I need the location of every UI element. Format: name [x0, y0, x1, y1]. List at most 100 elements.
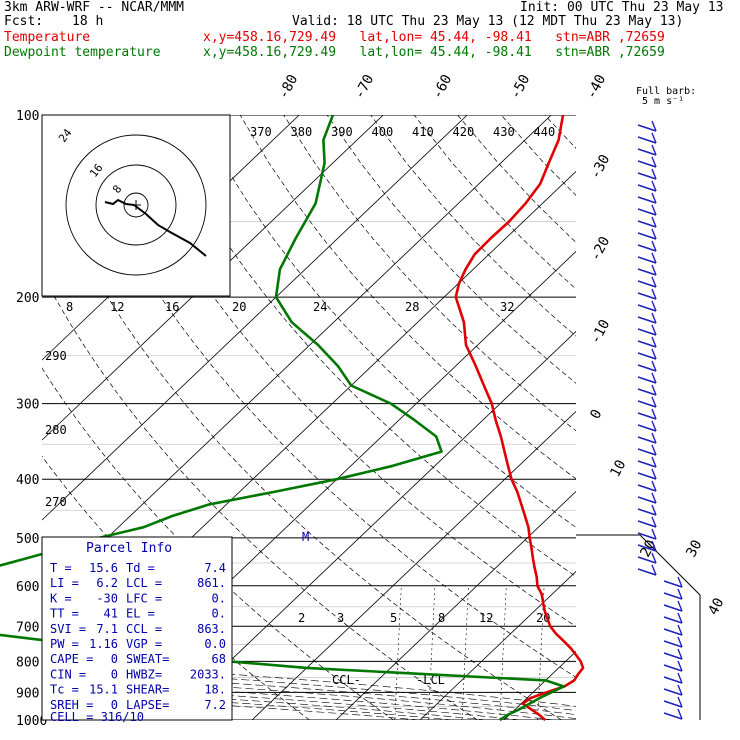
wind-barb-shaft	[637, 532, 657, 540]
mixing-ratio-label: 3	[337, 611, 344, 625]
wind-barb-shaft	[637, 256, 657, 264]
isotherm	[42, 115, 552, 601]
parcel-field-label: HWBZ=	[126, 667, 162, 681]
parcel-field-label: CIN =	[50, 667, 86, 681]
dry-adiabat	[109, 115, 576, 627]
wind-barb-flag	[651, 564, 657, 576]
wind-barb-flag	[651, 288, 657, 300]
hodograph-speed-label: 20	[232, 300, 246, 314]
wind-barb-shaft	[637, 568, 657, 576]
parcel-field-value: 0.	[212, 591, 226, 605]
wind-barb-flag	[651, 444, 657, 456]
wind-barb-shaft	[637, 388, 657, 396]
wind-barb-shaft	[637, 244, 657, 252]
parcel-field-label: Td =	[126, 561, 155, 575]
parcel-field-value: 15.1	[89, 683, 118, 697]
parcel-cell: CELL = 316/10	[50, 710, 144, 724]
pressure-label: 400	[16, 473, 39, 488]
hodograph-speed-label: 28	[405, 300, 419, 314]
wind-barb-shaft	[663, 580, 683, 588]
wind-barb-shaft	[637, 556, 657, 564]
parcel-field-label: LAPSE=	[126, 698, 169, 712]
parcel-field-value: 0.0	[204, 637, 226, 651]
pressure-label: 1000	[16, 714, 47, 729]
wind-barb-shaft	[637, 136, 657, 144]
temperature-tick-label: -70	[351, 72, 377, 102]
dry-adiabat	[500, 115, 576, 196]
dry-adiabat	[544, 115, 576, 149]
wind-barb-flag	[651, 240, 657, 252]
wind-barb-shaft	[637, 412, 657, 420]
wind-barb-shaft	[637, 160, 657, 168]
parcel-field-label: CAPE =	[50, 652, 93, 666]
parcel-field-value: 6.2	[96, 576, 118, 590]
wind-barb-flag	[651, 264, 657, 276]
sounding-curves	[0, 115, 585, 722]
wind-barb-flag	[677, 588, 683, 600]
parcel-field-label: T =	[50, 561, 72, 575]
pressure-label: 500	[16, 532, 39, 547]
wind-barb-shaft	[637, 364, 657, 372]
dry-adiabat	[632, 115, 740, 720]
pressure-label: 700	[16, 620, 39, 635]
mixing-ratio-line	[394, 585, 402, 720]
wind-barb-flag	[651, 432, 657, 444]
parcel-field-value: 7.2	[204, 698, 226, 712]
theta-label: 400	[372, 125, 394, 139]
wind-barb-flag	[651, 492, 657, 504]
hodograph-center-mark	[131, 200, 141, 210]
hodograph-speed-label: 32	[500, 300, 514, 314]
wind-barb-flag	[651, 396, 657, 408]
parcel-field-value: 0	[111, 667, 118, 681]
wind-barb-flag	[677, 576, 683, 588]
wind-barb-flag	[677, 636, 683, 648]
wind-barb-shaft	[637, 208, 657, 216]
wind-barb-flag	[651, 408, 657, 420]
temperature-tick-label: -60	[429, 72, 455, 102]
mixing-ratio-label: 2	[298, 611, 305, 625]
pressure-label: 200	[16, 291, 39, 306]
wind-barb-shaft	[663, 664, 683, 672]
wind-barb-flag	[651, 228, 657, 240]
level-500-marker: M	[302, 530, 309, 544]
pressure-label: 600	[16, 580, 39, 595]
parcel-field-label: EL =	[126, 607, 155, 621]
hodograph-ring	[123, 192, 149, 218]
isotherm	[42, 115, 384, 441]
parcel-field-value: -30	[96, 591, 118, 605]
wind-barb-flag	[651, 336, 657, 348]
barb-key-unit: 5 m s⁻¹	[642, 96, 684, 107]
isotherm	[251, 410, 576, 720]
wind-barb-flag	[651, 180, 657, 192]
diagram-grid	[42, 115, 740, 720]
wind-barb-shaft	[663, 604, 683, 612]
wind-barb-flag	[651, 156, 657, 168]
parcel-field-value: 1.16	[89, 637, 118, 651]
wind-barb-shaft	[637, 196, 657, 204]
parcel-field-value: 15.6	[89, 561, 118, 575]
dry-adiabat-label: 270	[45, 495, 67, 509]
temperature-curve	[454, 115, 585, 721]
wind-barbs	[576, 120, 701, 720]
temperature-tick-label: 0	[587, 407, 605, 422]
dewpoint-station-info: x,y=458.16,729.49 lat,lon= 45.44, -98.41…	[203, 45, 665, 60]
dry-adiabat	[42, 273, 478, 720]
pressure-label: 300	[16, 398, 39, 413]
wind-barb-flag	[651, 372, 657, 384]
wind-barb-shaft	[637, 328, 657, 336]
hodograph-speed-label: 12	[110, 300, 124, 314]
wind-barb-flag	[651, 384, 657, 396]
wind-barb-flag	[651, 552, 657, 564]
wind-barb-flag	[651, 528, 657, 540]
legend-temperature: Temperature	[4, 30, 91, 45]
parcel-field-value: 863.	[197, 622, 226, 636]
wind-barb-shaft	[637, 376, 657, 384]
wind-barb-shaft	[637, 508, 657, 516]
dewpoint-curve	[0, 115, 565, 722]
parcel-field-value: 18.	[204, 683, 226, 697]
temperature-tick-label: 40	[705, 595, 727, 617]
wind-barb-flag	[677, 600, 683, 612]
hodograph-speed-label: 8	[66, 300, 73, 314]
mixing-ratio-label: 5	[390, 611, 397, 625]
